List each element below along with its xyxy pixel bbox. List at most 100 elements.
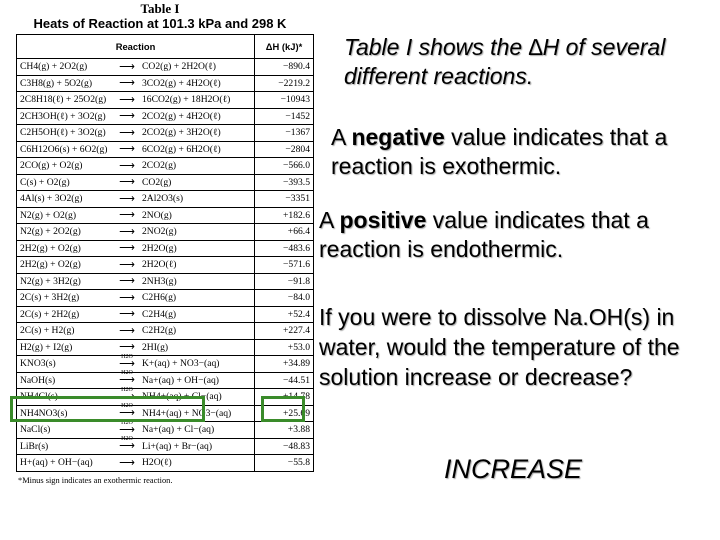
intro-text: Table I shows the ∆H of several differen… bbox=[344, 34, 666, 89]
reactants: 2C8H18(ℓ) + 25O2(g) bbox=[20, 94, 107, 106]
products: 3CO2(g) + 4H2O(ℓ) bbox=[142, 77, 221, 89]
reactants: 2H2(g) + O2(g) bbox=[20, 242, 81, 254]
reactants: 2C(s) + 2H2(g) bbox=[20, 308, 80, 320]
table-title: Table I bbox=[140, 1, 180, 16]
delta-h-value: −571.6 bbox=[254, 256, 314, 274]
delta-h-value: +227.4 bbox=[254, 322, 314, 340]
reaction-arrow-icon: ⟶ bbox=[119, 258, 135, 271]
delta-h-value: −483.6 bbox=[254, 240, 314, 257]
reactants: 2C(s) + 3H2(g) bbox=[20, 292, 80, 304]
delta-h-value: −44.51 bbox=[254, 372, 314, 389]
products: CO2(g) + 2H2O(ℓ) bbox=[142, 61, 216, 73]
delta-h-value: −3351 bbox=[254, 190, 314, 208]
table-subtitle: Heats of Reaction at 101.3 kPa and 298 K bbox=[33, 16, 287, 31]
products: 2NH3(g) bbox=[142, 275, 177, 287]
reactants: H2(g) + I2(g) bbox=[20, 341, 73, 353]
reactants: NH4NO3(s) bbox=[20, 407, 68, 419]
delta-h-value: +52.4 bbox=[254, 306, 314, 323]
reactants: NaOH(s) bbox=[20, 374, 56, 386]
table-row: C(s) + O2(g) ⟶ CO2(g) −393.5 bbox=[16, 174, 314, 191]
reactants: 4Al(s) + 3O2(g) bbox=[20, 193, 83, 205]
products: CO2(g) bbox=[142, 176, 172, 188]
reaction-cell: 2C8H18(ℓ) + 25O2(g) ⟶ 16CO2(g) + 18H2O(ℓ) bbox=[16, 91, 255, 109]
table-row: NaCl(s) ⟶ H2O Na+(aq) + Cl−(aq) +3.88 bbox=[16, 420, 314, 439]
products: H2O(ℓ) bbox=[142, 457, 172, 469]
delta-h-value: −48.83 bbox=[254, 438, 314, 455]
table-row: H2(g) + I2(g) ⟶ 2HI(g) +53.0 bbox=[16, 339, 314, 356]
reaction-arrow-icon: ⟶ bbox=[119, 143, 135, 156]
solvent-label: H2O bbox=[121, 386, 133, 393]
solvent-label: H2O bbox=[121, 419, 133, 426]
reaction-arrow-icon: ⟶ H2O bbox=[112, 420, 142, 436]
delta-h-value: −393.5 bbox=[254, 174, 314, 191]
reaction-cell: KNO3(s) ⟶ H2O K+(aq) + NO3−(aq) bbox=[16, 353, 255, 373]
table-row: C2H5OH(ℓ) + 3O2(g) ⟶ 2CO2(g) + 3H2O(ℓ) −136… bbox=[16, 124, 314, 142]
delta-h-value: +66.4 bbox=[254, 223, 314, 241]
products: 2NO2(g) bbox=[142, 226, 177, 238]
reaction-arrow-icon: ⟶ bbox=[119, 60, 135, 73]
reaction-arrow-icon: ⟶ H2O bbox=[112, 436, 142, 452]
reaction-cell: 2C(s) + 2H2(g) ⟶ C2H4(g) bbox=[16, 306, 255, 323]
reaction-cell: C(s) + O2(g) ⟶ CO2(g) bbox=[16, 174, 255, 191]
delta-h-value: +182.6 bbox=[254, 207, 314, 224]
reactants: N2(g) + 2O2(g) bbox=[20, 226, 81, 238]
reaction-cell: C6H12O6(s) + 6O2(g) ⟶ 6CO2(g) + 6H2O(ℓ) bbox=[16, 141, 255, 158]
table-footnote: *Minus sign indicates an exothermic reac… bbox=[18, 475, 173, 485]
delta-h-value: −55.8 bbox=[254, 454, 314, 472]
table-row: N2(g) + O2(g) ⟶ 2NO(g) +182.6 bbox=[16, 207, 314, 224]
reaction-arrow-icon: ⟶ bbox=[119, 93, 135, 106]
negative-keyword: negative bbox=[351, 124, 445, 150]
delta-h-value: +3.88 bbox=[254, 421, 314, 439]
table-row: 2C(s) + 2H2(g) ⟶ C2H4(g) +52.4 bbox=[16, 306, 314, 323]
table-row: KNO3(s) ⟶ H2O K+(aq) + NO3−(aq) +34.89 bbox=[16, 353, 314, 373]
reaction-cell: C2H5OH(ℓ) + 3O2(g) ⟶ 2CO2(g) + 3H2O(ℓ) bbox=[16, 124, 255, 142]
products: 2CO2(g) + 3H2O(ℓ) bbox=[142, 127, 221, 139]
question-text: If you were to dissolve Na.OH(s) in wate… bbox=[319, 304, 680, 390]
products: C2H6(g) bbox=[142, 292, 177, 304]
table-row: H+(aq) + OH−(aq) ⟶ H2O(ℓ) −55.8 bbox=[16, 454, 314, 472]
reaction-arrow-icon: ⟶ bbox=[119, 324, 135, 337]
reactants: 2CH3OH(ℓ) + 3O2(g) bbox=[20, 110, 106, 122]
products: 2Al2O3(s) bbox=[142, 193, 184, 205]
products: 6CO2(g) + 6H2O(ℓ) bbox=[142, 143, 221, 155]
delta-h-value: −84.0 bbox=[254, 289, 314, 307]
positive-keyword: positive bbox=[339, 207, 427, 233]
products: K+(aq) + NO3−(aq) bbox=[142, 358, 220, 370]
negative-suffix: value indicates that a reaction is exoth… bbox=[331, 124, 668, 179]
delta-h-value: +34.89 bbox=[254, 355, 314, 373]
delta-h-value: +53.0 bbox=[254, 339, 314, 356]
delta-h-value: −1367 bbox=[254, 124, 314, 142]
reaction-cell: LiBr(s) ⟶ H2O Li+(aq) + Br−(aq) bbox=[16, 436, 255, 455]
delta-h-value: −10943 bbox=[254, 91, 314, 109]
table-row: C6H12O6(s) + 6O2(g) ⟶ 6CO2(g) + 6H2O(ℓ) −28… bbox=[16, 141, 314, 158]
reaction-cell: 4Al(s) + 3O2(g) ⟶ 2Al2O3(s) bbox=[16, 190, 255, 208]
products: Na+(aq) + OH−(aq) bbox=[142, 374, 219, 386]
table-row: 2C(s) + H2(g) ⟶ C2H2(g) +227.4 bbox=[16, 322, 314, 340]
reaction-arrow-icon: ⟶ bbox=[119, 209, 135, 222]
products: 2H2O(ℓ) bbox=[142, 259, 177, 271]
reaction-arrow-icon: ⟶ bbox=[119, 77, 135, 90]
products: 2NO(g) bbox=[142, 209, 172, 221]
table-row: N2(g) + 2O2(g) ⟶ 2NO2(g) +66.4 bbox=[16, 223, 314, 241]
table-row: 2C(s) + 3H2(g) ⟶ C2H6(g) −84.0 bbox=[16, 289, 314, 307]
products: C2H4(g) bbox=[142, 308, 177, 320]
reaction-arrow-icon: ⟶ bbox=[119, 291, 135, 304]
reactants: N2(g) + O2(g) bbox=[20, 209, 77, 221]
reaction-arrow-icon: ⟶ bbox=[119, 456, 135, 469]
reactants: CH4(g) + 2O2(g) bbox=[20, 61, 88, 73]
reactants: C(s) + O2(g) bbox=[20, 176, 70, 188]
delta-h-value: −2219.2 bbox=[254, 75, 314, 92]
solvent-label: H2O bbox=[121, 353, 133, 360]
delta-h-value: −91.8 bbox=[254, 273, 314, 290]
table-row: 2H2(g) + O2(g) ⟶ 2H2O(ℓ) −571.6 bbox=[16, 256, 314, 274]
reactants: 2CO(g) + O2(g) bbox=[20, 160, 83, 172]
reaction-cell: NaCl(s) ⟶ H2O Na+(aq) + Cl−(aq) bbox=[16, 420, 255, 439]
products: Na+(aq) + Cl−(aq) bbox=[142, 424, 215, 436]
delta-h-column-header: ΔH (kJ)* bbox=[254, 34, 314, 59]
reaction-arrow-icon: ⟶ bbox=[119, 242, 135, 255]
reactants: H+(aq) + OH−(aq) bbox=[20, 457, 93, 469]
reaction-column-header: Reaction bbox=[16, 34, 255, 59]
solvent-label: H2O bbox=[121, 370, 133, 377]
table-body: CH4(g) + 2O2(g) ⟶ CO2(g) + 2H2O(ℓ) −890.4 C3… bbox=[16, 58, 314, 472]
products: 2H2O(g) bbox=[142, 242, 177, 254]
